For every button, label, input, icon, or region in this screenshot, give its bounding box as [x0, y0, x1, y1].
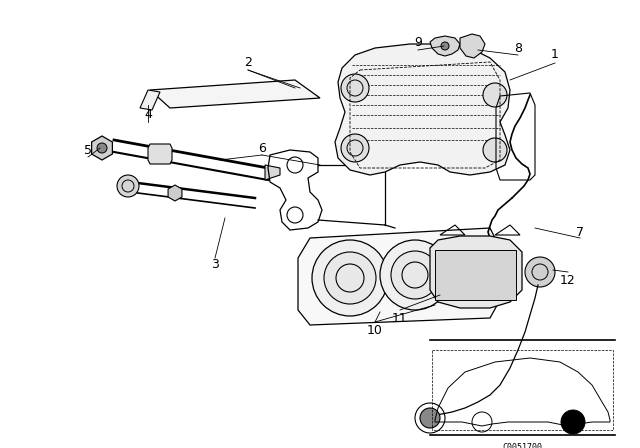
- Polygon shape: [140, 90, 160, 110]
- Text: 11: 11: [392, 311, 408, 324]
- Circle shape: [324, 252, 376, 304]
- Circle shape: [341, 134, 369, 162]
- Text: 5: 5: [84, 143, 92, 156]
- Text: 4: 4: [144, 108, 152, 121]
- Circle shape: [117, 175, 139, 197]
- Polygon shape: [265, 165, 280, 180]
- Polygon shape: [92, 136, 113, 160]
- Circle shape: [380, 240, 450, 310]
- Circle shape: [525, 257, 555, 287]
- Text: 1: 1: [551, 48, 559, 61]
- Circle shape: [442, 250, 498, 306]
- Polygon shape: [335, 44, 510, 175]
- Text: 8: 8: [514, 42, 522, 55]
- Circle shape: [561, 410, 585, 434]
- Circle shape: [391, 251, 439, 299]
- Polygon shape: [430, 236, 522, 308]
- Circle shape: [483, 138, 507, 162]
- Polygon shape: [430, 36, 460, 56]
- Circle shape: [341, 74, 369, 102]
- Text: 7: 7: [576, 225, 584, 238]
- Text: 6: 6: [258, 142, 266, 155]
- Text: 12: 12: [560, 273, 576, 287]
- Polygon shape: [148, 144, 172, 164]
- Circle shape: [420, 408, 440, 428]
- Text: C0051700: C0051700: [502, 443, 542, 448]
- Circle shape: [441, 42, 449, 50]
- Circle shape: [452, 260, 488, 296]
- Circle shape: [312, 240, 388, 316]
- Polygon shape: [168, 185, 182, 201]
- Text: 10: 10: [367, 323, 383, 336]
- Polygon shape: [298, 228, 500, 325]
- Text: 2: 2: [244, 56, 252, 69]
- Polygon shape: [150, 80, 320, 108]
- Text: 9: 9: [414, 35, 422, 48]
- Text: 3: 3: [211, 258, 219, 271]
- Circle shape: [483, 83, 507, 107]
- Circle shape: [97, 143, 107, 153]
- Polygon shape: [435, 250, 516, 300]
- Polygon shape: [460, 34, 485, 58]
